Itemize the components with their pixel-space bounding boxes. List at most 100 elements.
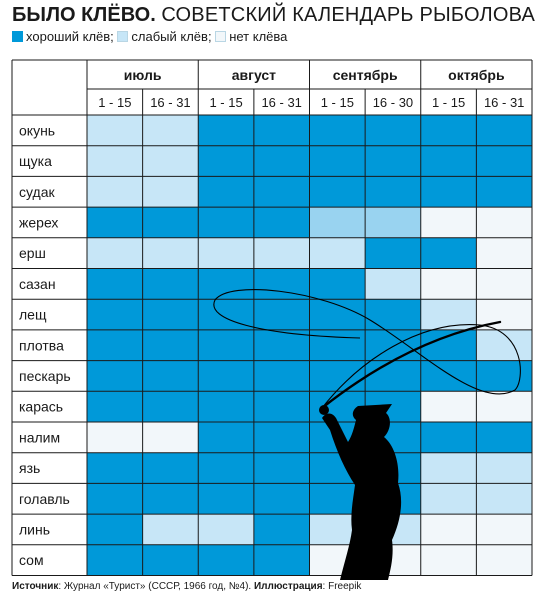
- fishing-rod: [320, 320, 502, 410]
- cell-good: [87, 207, 143, 238]
- legend-item-none: нет клёва: [215, 29, 287, 44]
- period-label: 1 - 15: [321, 95, 354, 110]
- cell-good: [253, 452, 310, 484]
- cell-good: [365, 237, 421, 269]
- cell-weak: [87, 145, 143, 177]
- cell-good: [253, 207, 310, 238]
- cell-weak: [420, 299, 477, 330]
- cell-good: [198, 544, 254, 576]
- cell-weak: [142, 176, 199, 208]
- cell-good: [309, 145, 366, 177]
- cell-good: [87, 514, 143, 545]
- cell-weak: [87, 176, 143, 208]
- cell-good: [476, 422, 532, 453]
- cell-good: [253, 514, 310, 545]
- period-label: 16 - 31: [484, 95, 524, 110]
- cell-good: [253, 544, 310, 576]
- cell-good: [142, 483, 199, 515]
- fish-label: лещ: [19, 307, 47, 323]
- fish-label: голавль: [19, 491, 70, 507]
- cell-good: [142, 299, 199, 330]
- cell-good: [253, 176, 310, 208]
- cell-good: [87, 299, 143, 330]
- cell-none: [420, 514, 477, 545]
- legend-swatch-none: [215, 31, 227, 42]
- cell-good: [198, 452, 254, 484]
- source-label: Источник: [12, 581, 59, 592]
- cell-good: [87, 360, 143, 392]
- fishing-line: [213, 289, 521, 409]
- cell-good: [198, 176, 254, 208]
- cell-weak: [142, 514, 199, 545]
- cell-none: [476, 207, 532, 238]
- cell-good: [420, 422, 477, 453]
- cell-good: [142, 391, 199, 422]
- cell-good: [365, 360, 421, 392]
- fish-label: язь: [19, 460, 40, 476]
- legend-label-weak: слабый клёв;: [131, 29, 212, 44]
- cell-good: [253, 360, 310, 392]
- cell-good: [253, 329, 310, 361]
- cell-weak_dark: [365, 207, 421, 238]
- cell-good: [365, 299, 421, 330]
- cell-good: [420, 176, 477, 208]
- cell-weak_dark: [309, 207, 366, 238]
- cell-good: [476, 145, 532, 177]
- cell-weak: [87, 115, 143, 146]
- cell-none: [420, 268, 477, 300]
- fish-label: щука: [19, 153, 52, 169]
- cell-good: [87, 391, 143, 422]
- cell-none: [476, 391, 532, 422]
- calendar-grid: [11, 59, 533, 576]
- cell-good: [309, 360, 366, 392]
- illustration-label: Иллюстрация: [253, 581, 323, 592]
- cell-none: [476, 514, 532, 545]
- legend-swatch-good: [12, 31, 23, 42]
- cell-good: [87, 483, 143, 515]
- cell-weak: [142, 115, 199, 146]
- cell-weak: [253, 237, 310, 269]
- cell-weak: [420, 452, 477, 484]
- cell-none: [476, 268, 532, 300]
- legend-label-none: нет клёва: [229, 29, 288, 44]
- cell-good: [198, 329, 254, 361]
- fish-label: сом: [19, 552, 44, 568]
- cell-weak: [476, 452, 532, 484]
- cell-none: [420, 207, 477, 238]
- cell-good: [253, 391, 310, 422]
- legend-swatch-weak: [117, 31, 129, 42]
- fish-label: судак: [19, 184, 55, 200]
- cell-good: [198, 360, 254, 392]
- legend: хороший клёв; слабый клёв; нет клёва: [12, 29, 287, 45]
- fish-label: пескарь: [19, 368, 71, 384]
- source-text: : Журнал «Турист» (СССР, 1966 год, №4).: [58, 581, 254, 592]
- cell-good: [198, 207, 254, 238]
- cell-good: [309, 299, 366, 330]
- fish-label: налим: [19, 429, 60, 445]
- cell-good: [253, 115, 310, 146]
- calendar-labels: окунь щука судак жерех ерш сазан лещ плотва песк…: [19, 67, 524, 568]
- cell-good: [87, 544, 143, 576]
- legend-item-good: хороший клёв;: [12, 29, 114, 44]
- period-label: 16 - 31: [150, 95, 190, 110]
- cell-good: [198, 422, 254, 453]
- cell-good: [420, 329, 477, 361]
- source-note: Источник: Журнал «Турист» (СССР, 1966 го…: [12, 580, 361, 594]
- cell-good: [365, 115, 421, 146]
- cell-none: [87, 422, 143, 453]
- cell-good: [198, 391, 254, 422]
- cell-good: [420, 145, 477, 177]
- cell-good: [87, 452, 143, 484]
- cell-good: [142, 329, 199, 361]
- fish-label: карась: [19, 399, 63, 415]
- month-label: сентябрь: [333, 67, 398, 83]
- cell-weak: [198, 237, 254, 269]
- fish-label: ерш: [19, 245, 46, 261]
- period-label: 1 - 15: [209, 95, 242, 110]
- fish-label: сазан: [19, 276, 56, 292]
- month-label: октябрь: [448, 67, 505, 83]
- fish-label: окунь: [19, 122, 55, 138]
- cell-good: [142, 207, 199, 238]
- cell-good: [420, 237, 477, 269]
